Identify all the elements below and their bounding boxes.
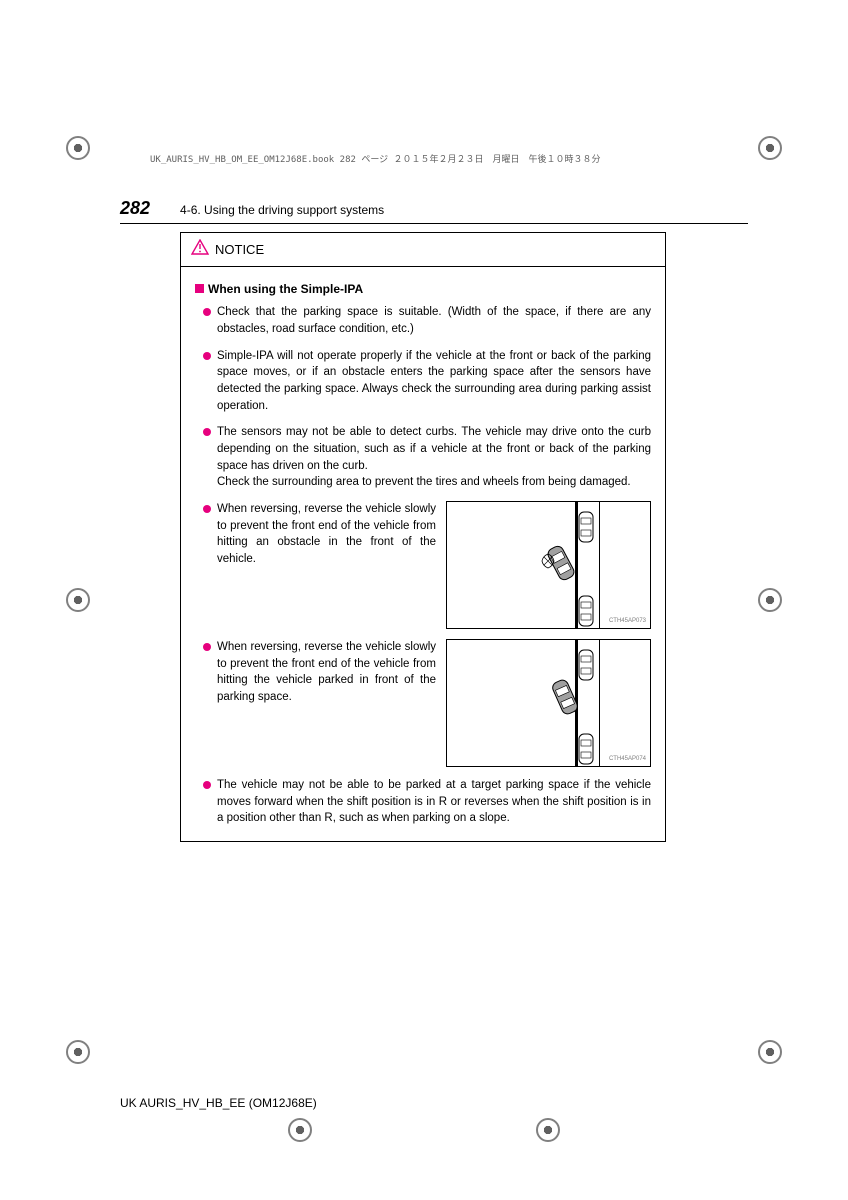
square-bullet-icon [195,284,204,293]
bullet-text: When reversing, reverse the vehicle slow… [217,501,446,568]
crop-mark [58,128,98,168]
warning-triangle-icon [191,239,209,260]
subsection-text: When using the Simple-IPA [208,282,363,296]
parked-car-icon [577,594,595,628]
crop-mark [280,1110,320,1150]
bullet-dot-icon [203,643,211,651]
bullet-text: The vehicle may not be able to be parked… [217,777,651,827]
notice-label: NOTICE [215,242,264,257]
crop-mark [750,1032,790,1072]
bullet-dot-icon [203,308,211,316]
bullet-item-with-diagram: When reversing, reverse the vehicle slow… [195,501,651,629]
section-title: 4-6. Using the driving support systems [180,203,384,217]
bullet-item: The sensors may not be able to detect cu… [195,424,651,491]
diagram-code: CTH45AP074 [609,755,646,764]
page-header: 282 4-6. Using the driving support syste… [120,198,748,224]
notice-box: NOTICE When using the Simple-IPA Check t… [180,232,666,842]
bullet-text: Simple-IPA will not operate properly if … [217,348,651,415]
bullet-dot-icon [203,352,211,360]
print-slug-line: UK_AURIS_HV_HB_OM_EE_OM12J68E.book 282 ペ… [150,152,601,165]
parked-car-icon [577,732,595,766]
crop-mark [750,580,790,620]
parked-car-icon [577,510,595,544]
page-number: 282 [120,198,150,219]
bullet-text: The sensors may not be able to detect cu… [217,424,651,491]
diagram-code: CTH45AP073 [609,617,646,626]
bullet-item: Check that the parking space is suitable… [195,304,651,337]
bullet-item: Simple-IPA will not operate properly if … [195,348,651,415]
bullet-dot-icon [203,428,211,436]
crop-mark [58,1032,98,1072]
parking-diagram: CTH45AP074 [446,639,651,767]
footer-document-id: UK AURIS_HV_HB_EE (OM12J68E) [120,1096,317,1110]
parking-diagram: CTH45AP073 [446,501,651,629]
bullet-dot-icon [203,505,211,513]
notice-body: When using the Simple-IPA Check that the… [181,267,665,841]
obstacle-icon [539,552,557,570]
crop-mark [58,580,98,620]
bullet-item: The vehicle may not be able to be parked… [195,777,651,827]
parked-car-icon [577,648,595,682]
crop-mark [528,1110,568,1150]
bullet-text: When reversing, reverse the vehicle slow… [217,639,446,706]
bullet-text: Check that the parking space is suitable… [217,304,651,337]
notice-subsection-title: When using the Simple-IPA [195,281,651,298]
bullet-dot-icon [203,781,211,789]
notice-header: NOTICE [181,233,665,267]
bullet-item-with-diagram: When reversing, reverse the vehicle slow… [195,639,651,767]
crop-mark [750,128,790,168]
